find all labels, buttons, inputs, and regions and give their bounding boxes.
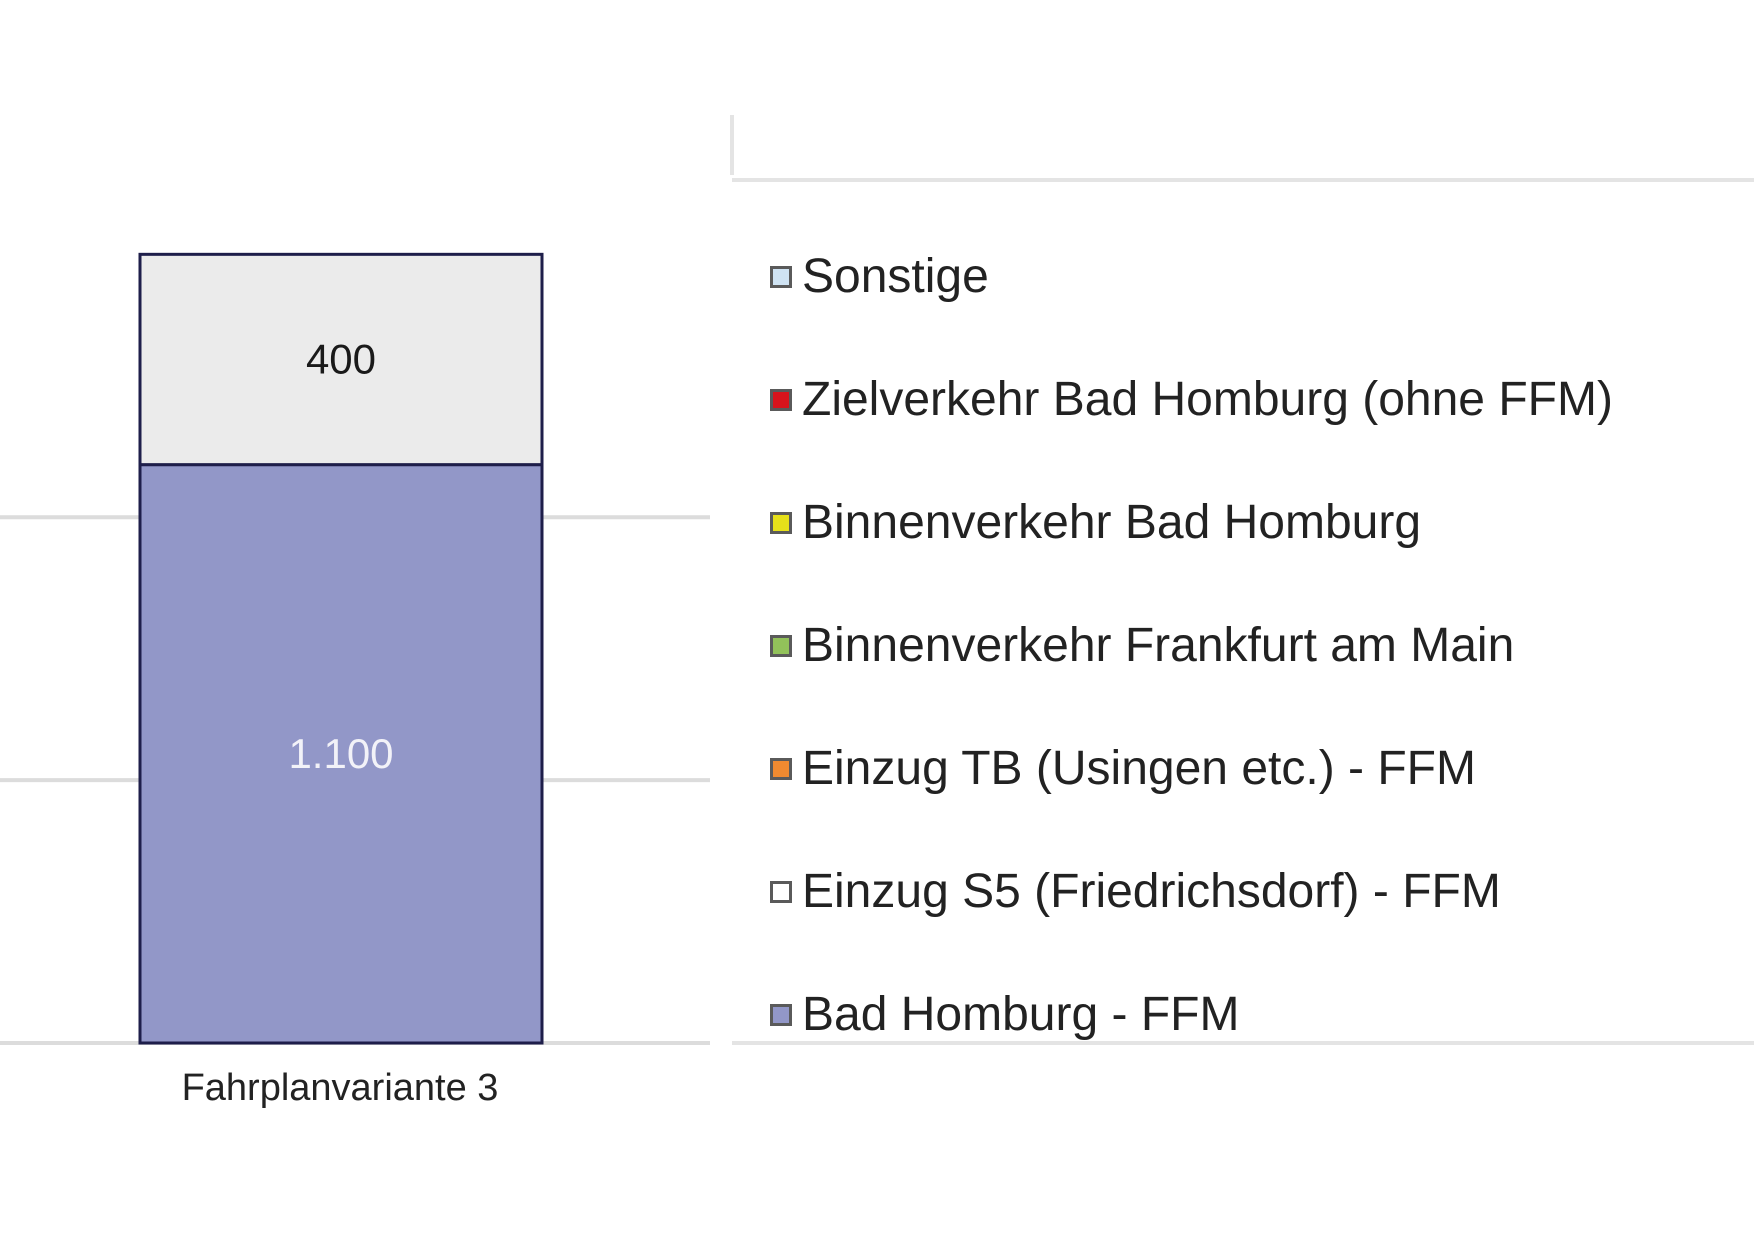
legend-swatch [770,511,792,534]
bar-value-labels: 1.100 400 [288,335,393,776]
legend-item: Einzug S5 (Friedrichsdorf) - FFM [770,830,1613,953]
legend-swatch [770,634,792,657]
legend-item: Binnenverkehr Frankfurt am Main [770,584,1613,707]
bar-segment-sonstige [138,252,544,467]
legend-swatch [770,880,792,903]
legend-item: Binnenverkehr Bad Homburg [770,461,1613,584]
bar-value-label: 400 [306,335,376,382]
legend-swatch [770,265,792,288]
legend-label: Binnenverkehr Bad Homburg [802,495,1422,549]
legend-label: Sonstige [802,249,989,303]
stacked-bar [138,252,544,1045]
bar-segment-bad-homburg-ffm [138,463,544,1045]
legend-swatch [770,388,792,411]
chart-legend: Sonstige Zielverkehr Bad Homburg (ohne FF… [770,215,1613,1076]
legend-label: Bad Homburg - FFM [802,987,1240,1041]
bar-value-label: 1.100 [288,730,393,777]
legend-swatch [770,757,792,780]
legend-item: Sonstige [770,215,1613,338]
legend-label: Einzug TB (Usingen etc.) - FFM [802,741,1476,795]
legend-item: Einzug TB (Usingen etc.) - FFM [770,707,1613,830]
legend-label: Binnenverkehr Frankfurt am Main [802,618,1515,672]
legend-item: Zielverkehr Bad Homburg (ohne FFM) [770,338,1613,461]
legend-swatch [770,1003,792,1026]
legend-label: Einzug S5 (Friedrichsdorf) - FFM [802,864,1501,918]
legend-item: Bad Homburg - FFM [770,953,1613,1076]
legend-label: Zielverkehr Bad Homburg (ohne FFM) [802,372,1613,426]
category-label: Fahrplanvariante 3 [182,1067,499,1109]
